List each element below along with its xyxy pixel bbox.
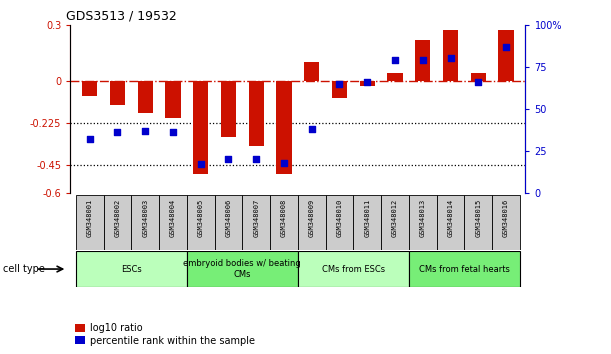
Bar bbox=[270, 195, 298, 250]
Bar bbox=[464, 195, 492, 250]
Text: embryoid bodies w/ beating
CMs: embryoid bodies w/ beating CMs bbox=[183, 259, 301, 279]
Text: GSM348015: GSM348015 bbox=[475, 199, 481, 237]
Point bbox=[85, 136, 95, 142]
Bar bbox=[276, 81, 291, 174]
Point bbox=[335, 81, 345, 86]
Point bbox=[445, 56, 455, 61]
Bar bbox=[443, 30, 458, 81]
Legend: log10 ratio, percentile rank within the sample: log10 ratio, percentile rank within the … bbox=[75, 323, 255, 346]
Text: GSM348003: GSM348003 bbox=[142, 199, 148, 237]
Point bbox=[112, 130, 122, 135]
Text: GSM348011: GSM348011 bbox=[364, 199, 370, 237]
Bar bbox=[387, 73, 403, 81]
Text: GSM348016: GSM348016 bbox=[503, 199, 509, 237]
Text: CMs from ESCs: CMs from ESCs bbox=[322, 264, 385, 274]
Text: GSM348004: GSM348004 bbox=[170, 199, 176, 237]
Bar bbox=[298, 195, 326, 250]
Bar bbox=[104, 195, 131, 250]
Bar bbox=[492, 195, 520, 250]
Point bbox=[362, 79, 372, 85]
Point bbox=[141, 128, 150, 133]
Bar bbox=[249, 81, 264, 146]
Bar bbox=[326, 195, 353, 250]
Bar bbox=[187, 251, 298, 287]
Text: ESCs: ESCs bbox=[121, 264, 142, 274]
Point bbox=[501, 44, 511, 50]
Bar bbox=[193, 81, 208, 174]
Bar bbox=[409, 195, 437, 250]
Bar bbox=[159, 195, 187, 250]
Bar bbox=[409, 251, 520, 287]
Bar bbox=[166, 81, 181, 118]
Bar bbox=[214, 195, 243, 250]
Point bbox=[279, 160, 289, 166]
Text: GSM348013: GSM348013 bbox=[420, 199, 426, 237]
Text: GSM348005: GSM348005 bbox=[198, 199, 203, 237]
Bar bbox=[499, 30, 514, 81]
Point bbox=[224, 156, 233, 162]
Point bbox=[168, 130, 178, 135]
Text: GDS3513 / 19532: GDS3513 / 19532 bbox=[66, 9, 177, 22]
Text: GSM348008: GSM348008 bbox=[281, 199, 287, 237]
Point bbox=[251, 156, 261, 162]
Bar bbox=[137, 81, 153, 113]
Point bbox=[474, 79, 483, 85]
Bar bbox=[304, 62, 320, 81]
Bar bbox=[470, 73, 486, 81]
Bar bbox=[187, 195, 214, 250]
Text: GSM348012: GSM348012 bbox=[392, 199, 398, 237]
Point bbox=[418, 57, 428, 63]
Bar bbox=[221, 81, 236, 137]
Bar bbox=[82, 81, 97, 96]
Bar bbox=[76, 251, 187, 287]
Text: GSM348009: GSM348009 bbox=[309, 199, 315, 237]
Bar bbox=[437, 195, 464, 250]
Bar bbox=[381, 195, 409, 250]
Bar bbox=[243, 195, 270, 250]
Bar bbox=[298, 251, 409, 287]
Bar bbox=[415, 40, 430, 81]
Text: CMs from fetal hearts: CMs from fetal hearts bbox=[419, 264, 510, 274]
Bar bbox=[110, 81, 125, 105]
Text: GSM348007: GSM348007 bbox=[253, 199, 259, 237]
Text: GSM348006: GSM348006 bbox=[225, 199, 232, 237]
Point bbox=[390, 57, 400, 63]
Text: GSM348002: GSM348002 bbox=[114, 199, 120, 237]
Bar bbox=[332, 81, 347, 98]
Point bbox=[196, 161, 206, 167]
Bar bbox=[353, 195, 381, 250]
Text: GSM348014: GSM348014 bbox=[447, 199, 453, 237]
Text: GSM348010: GSM348010 bbox=[337, 199, 343, 237]
Bar bbox=[131, 195, 159, 250]
Text: GSM348001: GSM348001 bbox=[87, 199, 93, 237]
Text: cell type: cell type bbox=[3, 264, 45, 274]
Bar bbox=[76, 195, 104, 250]
Point bbox=[307, 126, 316, 132]
Bar bbox=[360, 81, 375, 86]
